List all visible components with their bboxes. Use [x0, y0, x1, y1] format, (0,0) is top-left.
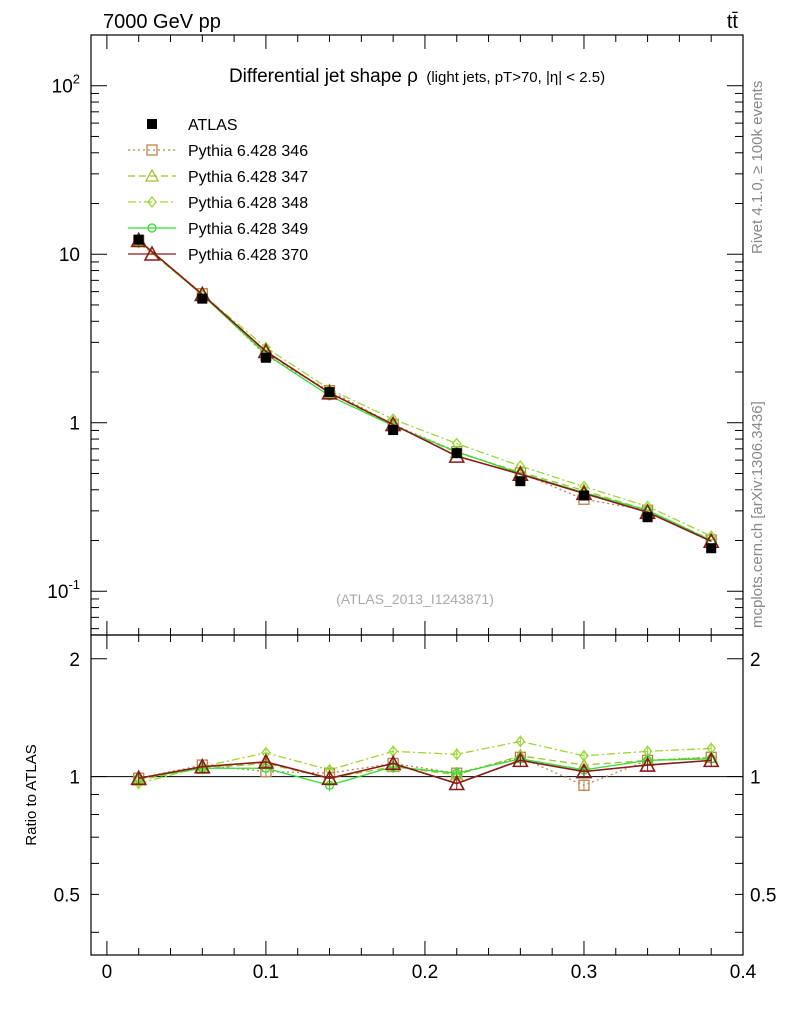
series-5: [130, 231, 720, 791]
series-line-ratio: [138, 755, 712, 781]
y-tick-label: 102: [52, 72, 80, 98]
data-point: [642, 512, 653, 523]
series-3: [133, 236, 717, 790]
series-line-ratio: [138, 758, 712, 786]
y-tick-label: 10-1: [47, 577, 80, 603]
series-1: [133, 234, 717, 792]
ratio-tick-label-right: 2: [750, 650, 761, 671]
series-line-main: [138, 239, 712, 542]
legend-entry: Pythia 6.428 347: [128, 168, 308, 186]
axes: 0 0.1 0.2 0.3 0.4 10-1 1 10 102 0.5 0.5 1 1 2 2: [47, 34, 776, 983]
ratio-panel-frame: [90, 634, 744, 956]
ratio-tick-label-left: 1: [69, 768, 80, 789]
data-point: [324, 387, 335, 398]
x-tick-label: 0: [102, 962, 113, 983]
data-point: [260, 352, 271, 363]
legend-marker: [146, 144, 158, 156]
ratio-tick-label-right: 0.5: [750, 885, 776, 906]
data-point: [578, 490, 589, 501]
legend-label: Pythia 6.428 346: [188, 143, 308, 160]
rivet-label: Rivet 4.1.0, ≥ 100k events: [749, 81, 766, 254]
series-line-ratio: [138, 740, 712, 785]
series-point: [515, 459, 526, 473]
process-label: tt̄: [727, 11, 739, 33]
series-4: [134, 235, 716, 792]
legend-marker: [147, 119, 157, 129]
legend-entry: Pythia 6.428 349: [128, 221, 308, 238]
legend-marker: [147, 195, 157, 209]
x-tick-label: 0.4: [730, 962, 757, 983]
legend-entry: ATLAS: [147, 117, 238, 134]
series-ratio-point: [448, 774, 466, 791]
series-ratio-point: [321, 769, 338, 786]
ratio-tick-label-left: 2: [69, 650, 80, 671]
legend-entry: Pythia 6.428 370: [128, 245, 308, 264]
legend-entry: Pythia 6.428 346: [128, 143, 308, 160]
series-ratio-point: [579, 749, 589, 762]
x-tick-label: 0.1: [253, 962, 279, 983]
legend-label: ATLAS: [188, 117, 238, 134]
atlas-data: [133, 234, 717, 554]
series-ratio-point: [575, 762, 593, 779]
legend-marker: [144, 168, 160, 182]
plot-title-sub: (light jets, pT>70, |η| < 2.5): [426, 69, 605, 86]
series-line-main: [138, 239, 712, 542]
series-point: [261, 341, 271, 354]
series-line-main: [138, 240, 712, 541]
mcplots-label: mcplots.cern.ch [arXiv:1306.3436]: [749, 401, 766, 628]
energy-label: 7000 GeV pp: [103, 11, 221, 33]
plot-title: Differential jet shape ρ (light jets, pT…: [229, 66, 605, 87]
series-layer: [130, 231, 720, 792]
legend-label: Pythia 6.428 348: [188, 195, 308, 212]
legend-marker: [147, 223, 157, 233]
ratio-ylabel: Ratio to ATLAS: [23, 744, 40, 845]
ratio-tick-label-left: 0.5: [54, 885, 80, 906]
series-line-ratio: [138, 759, 712, 785]
data-point: [451, 448, 462, 459]
x-tick-label: 0.3: [571, 962, 597, 983]
y-tick-label: 10: [59, 245, 80, 266]
series-ratio-point: [384, 754, 402, 771]
data-point: [197, 293, 208, 304]
legend-label: Pythia 6.428 347: [188, 169, 308, 186]
series-ratio-point: [512, 751, 529, 768]
legend-marker: [143, 245, 161, 261]
series-2: [131, 233, 719, 786]
data-point: [133, 234, 144, 245]
legend: ATLAS Pythia 6.428 346 Pythia 6.428 347 Pyt…: [128, 117, 308, 264]
y-tick-label: 1: [69, 414, 80, 435]
series-line-main: [138, 239, 712, 541]
series-ratio-point: [257, 753, 275, 769]
series-ratio-point: [639, 756, 656, 772]
series-ratio-point: [451, 748, 462, 761]
series-ratio-point: [515, 735, 526, 748]
plot-title-main: Differential jet shape ρ: [229, 66, 418, 87]
legend-label: Pythia 6.428 370: [188, 247, 308, 264]
series-ratio-point: [193, 757, 211, 774]
series-ratio-point: [578, 779, 590, 791]
ratio-tick-label-right: 1: [750, 768, 761, 789]
legend-entry: Pythia 6.428 348: [128, 195, 308, 212]
data-point: [515, 476, 526, 487]
x-tick-label: 0.2: [412, 962, 438, 983]
series-line-main: [138, 242, 712, 537]
series-point: [642, 500, 653, 513]
series-ratio-point: [702, 751, 720, 768]
data-point: [706, 543, 717, 554]
series-ratio-point: [130, 769, 148, 786]
legend-label: Pythia 6.428 349: [188, 221, 308, 238]
data-point: [388, 425, 399, 436]
analysis-id: (ATLAS_2013_I1243871): [336, 591, 494, 607]
